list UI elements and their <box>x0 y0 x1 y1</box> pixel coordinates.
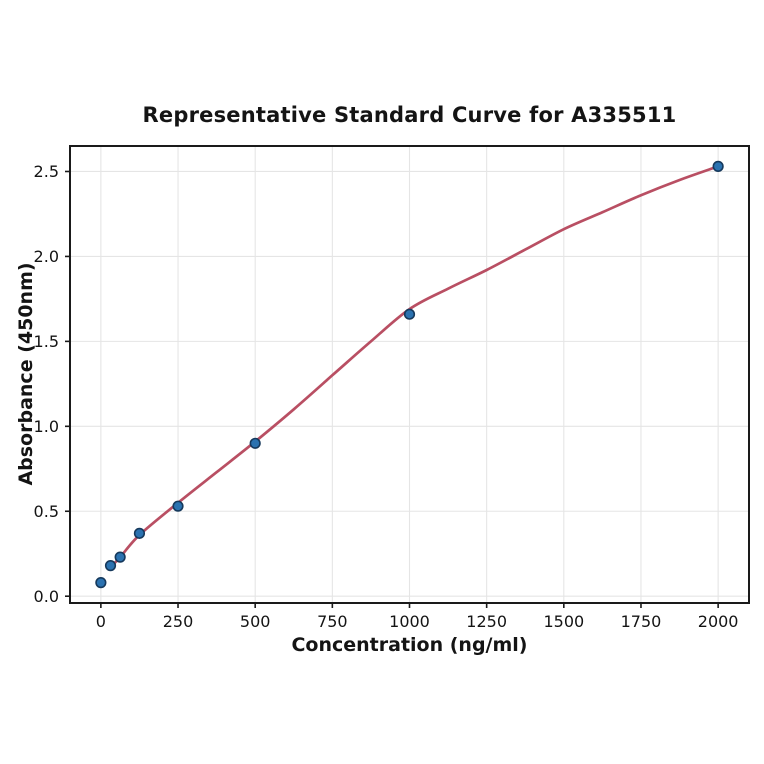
data-point <box>403 308 416 320</box>
data-point <box>95 577 107 589</box>
x-tick-label: 750 <box>317 612 348 631</box>
y-tick-label: 1.5 <box>34 332 59 351</box>
x-tick-label: 2000 <box>698 612 739 631</box>
x-tick-label: 1750 <box>621 612 662 631</box>
x-tick-label: 500 <box>240 612 271 631</box>
y-tick-label: 2.5 <box>34 162 59 181</box>
data-point <box>114 551 126 563</box>
y-axis-label: Absorbance (450nm) <box>15 262 37 486</box>
y-tick-label: 2.0 <box>34 247 59 266</box>
x-tick-label: 250 <box>163 612 194 631</box>
x-tick-label: 1250 <box>466 612 507 631</box>
data-point <box>712 160 724 172</box>
fit-curve <box>109 165 720 569</box>
x-tick-label: 1500 <box>543 612 584 631</box>
y-tick-label: 0.5 <box>34 502 59 521</box>
y-tick-label: 0.0 <box>34 587 59 606</box>
y-tick-label: 1.0 <box>34 417 59 436</box>
x-tick-label: 0 <box>96 612 106 631</box>
data-point <box>249 437 261 449</box>
x-tick-label: 1000 <box>389 612 430 631</box>
data-point <box>104 560 117 572</box>
chart-title: Representative Standard Curve for A33551… <box>142 103 677 127</box>
data-point <box>172 500 184 512</box>
x-axis-label: Concentration (ng/ml) <box>291 634 528 656</box>
data-point <box>133 527 146 539</box>
